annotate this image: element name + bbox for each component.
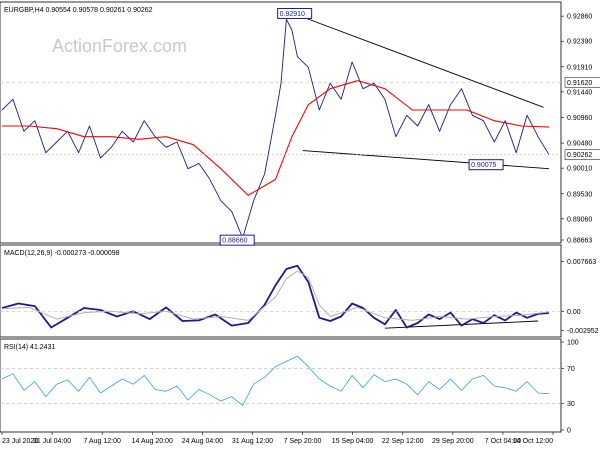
watermark: ActionForex.com [52,36,187,56]
y-tick-label: 0.90960 [567,115,592,122]
y-tick-label: 0.007663 [567,259,596,266]
macd-panel-frame [0,244,562,338]
level-price-tag: 0.91620 [567,80,592,87]
x-tick-label: 24 Aug 04:00 [182,438,223,445]
price-panel: 0.92860 0.92390 0.91910 0.91440 0.90960 0.904… [0,7,600,246]
x-tick-label: 22 Sep 12:00 [382,438,424,445]
y-tick-label: 0.90010 [567,166,592,173]
y-tick-label: 30 [567,401,575,408]
annotation-box [468,159,504,171]
rsi-panel: 100 70 30 0 [0,340,579,435]
current-price-tag: 0.90262 [567,152,592,159]
y-tick-label: 70 [567,366,575,373]
x-tick-label: 14 Aug 20:00 [132,438,173,445]
y-tick-label: 0.00 [567,309,581,316]
x-tick-label: 15 Sep 04:00 [332,438,374,445]
macd-series [1,264,550,329]
trendline [294,13,544,108]
annotation-box [219,234,255,246]
macd-panel: 0.007663 0.00 -0.002952 [0,259,599,335]
macd-header: MACD(12,26,9) -0.000273 -0.000098 [4,250,120,257]
annotation-box [277,7,313,19]
y-tick-label: 0 [567,428,571,435]
x-tick-label: 7 Aug 12:00 [83,438,120,445]
y-tick-label: 0.91440 [567,89,592,96]
annotation-label: 0.90075 [471,162,496,169]
y-tick-label: 0.89530 [567,191,592,198]
y-tick-label: 0.92390 [567,39,592,46]
rsi-panel-frame [0,338,562,433]
moving-average-series [2,80,550,196]
y-tick-label: 0.91910 [567,64,592,71]
y-tick-label: 0.89060 [567,216,592,223]
x-tick-label: 7 Oct 04:00 [485,438,521,445]
rsi-series [1,355,550,406]
x-tick-label: 7 Sep 20:00 [284,438,322,445]
x-tick-label: 14 Oct 12:00 [513,438,553,445]
macd-signal-series [1,270,550,321]
current-price-tag-box [564,149,600,160]
x-tick-label: 31 Aug 12:00 [232,438,273,445]
annotation-label: 0.88660 [222,238,247,245]
y-tick-label: -0.002952 [567,328,599,335]
y-tick-label: 100 [567,340,579,347]
y-tick-label: 0.90480 [567,141,592,148]
x-tick-label: 31 Jul 04:00 [33,438,71,445]
level-price-tag-box [564,77,600,88]
trendline [302,150,550,170]
price-panel-frame [0,1,562,244]
rsi-header: RSI(14) 41.2431 [4,344,55,351]
annotation-label: 0.92910 [280,11,305,18]
y-tick-label: 0.92860 [567,14,592,21]
y-tick-label: 0.88663 [567,238,592,245]
x-tick-label: 29 Sep 20:00 [432,438,474,445]
x-tick-label: 23 Jul 2020 [2,438,38,445]
price-series [1,18,550,239]
main-header: EURGBP,H4 0.90554 0.90578 0.90261 0.9026… [4,7,153,14]
